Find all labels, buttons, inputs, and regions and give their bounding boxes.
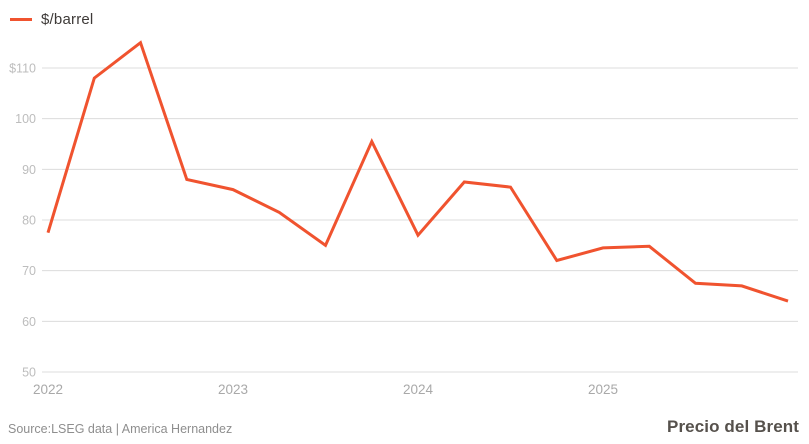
x-axis-label: 2024 <box>403 382 434 397</box>
x-axis-label: 2025 <box>588 382 618 397</box>
chart-title: Precio del Brent <box>667 417 799 436</box>
y-axis-label: 100 <box>15 112 36 126</box>
x-axis-label: 2023 <box>218 382 248 397</box>
y-axis-label: 80 <box>22 214 36 228</box>
source-attribution: Source:LSEG data | America Hernandez <box>8 422 233 436</box>
y-axis-label: $110 <box>9 62 36 76</box>
x-axis-label: 2022 <box>33 382 63 397</box>
y-axis-label: 60 <box>22 315 36 329</box>
legend-line-swatch <box>10 18 32 21</box>
y-axis-label: 90 <box>22 163 36 177</box>
chart-legend: $/barrel <box>10 11 93 28</box>
y-axis-label: 70 <box>22 264 36 278</box>
brent-price-series-line <box>46 40 789 303</box>
legend-label: $/barrel <box>41 11 94 28</box>
y-axis-label: 50 <box>22 366 36 380</box>
